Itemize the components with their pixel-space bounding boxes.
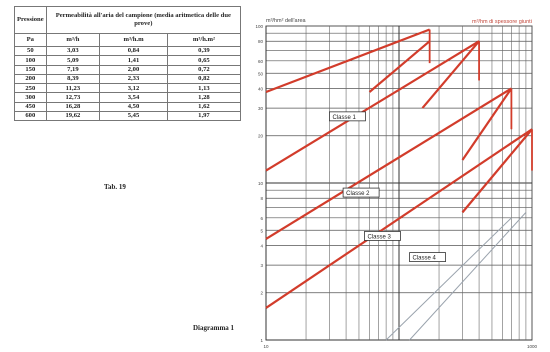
diagram-label: Diagramma 1 [193, 324, 235, 332]
y-tick-label: 60 [258, 59, 264, 64]
series-labels: Classe 1 Classe 2 Classe 3 Classe 4 [329, 111, 446, 262]
table-cell: 600 [14, 111, 47, 122]
header-pressione: Pressione [14, 6, 47, 34]
table-cell: 0,84 [99, 45, 168, 57]
table-cell: 3,03 [45, 45, 101, 57]
series-label: Classe 2 [346, 191, 370, 197]
series-line [368, 40, 431, 93]
table-cell: 4,50 [99, 101, 168, 113]
chart-title-left: m³/hm² dell'area [266, 18, 307, 24]
series-line [461, 87, 513, 161]
series-label: Classe 4 [413, 256, 437, 262]
table-cell: 19,62 [45, 111, 101, 122]
series-label: Classe 1 [332, 115, 356, 121]
table-cell: 300 [14, 92, 47, 103]
y-tick-label: 80 [258, 39, 264, 44]
table-row: 150 7,19 2,00 0,72 [14, 64, 242, 75]
table-row: 450 16,28 4,50 1,62 [14, 101, 242, 113]
table-row: 300 12,73 3,54 1,28 [14, 92, 242, 103]
series-line [461, 128, 533, 214]
y-tick-label: 50 [258, 71, 264, 76]
chart-grid [265, 25, 533, 341]
unit-m3hm: m³/h.m [99, 33, 168, 47]
y-tick-label: 8 [260, 196, 263, 201]
unit-m3h: m³/h [45, 33, 101, 47]
y-tick-label: 3 [260, 263, 263, 268]
table-cell: 7,19 [45, 64, 101, 75]
table-cell: 0,39 [166, 45, 242, 57]
series-line [265, 28, 431, 94]
table-cell: 1,62 [166, 101, 242, 113]
table-cell: 0,82 [166, 73, 242, 85]
permeability-chart: m³/hm² dell'area m³/hm di spessore giunt… [255, 18, 537, 349]
x-tick-label: 10 [263, 344, 269, 349]
y-tick-label: 40 [258, 86, 264, 91]
series-label-box [329, 111, 366, 122]
series-line [265, 87, 512, 240]
table-cell: 450 [14, 101, 47, 113]
table-cell: 5,09 [45, 55, 101, 66]
y-tick-label: 6 [260, 216, 263, 221]
y-tick-label: 5 [260, 228, 263, 233]
series-label-box [364, 231, 401, 241]
unit-m3hm2: m³/h.m² [166, 33, 242, 47]
y-tick-label: 10 [258, 181, 264, 186]
table-row: 200 8,39 2,33 0,82 [14, 73, 242, 85]
table-cell: 0,65 [166, 55, 242, 66]
y-tick-label: 2 [260, 291, 263, 296]
series-line [265, 128, 533, 309]
y-tick-label: 100 [255, 24, 263, 29]
unit-pa: Pa [14, 33, 47, 47]
permeability-table-container: Pressione Permeabilità all'aria del camp… [14, 6, 242, 122]
series-line [421, 40, 480, 109]
table-cell: 12,73 [45, 92, 101, 103]
table-cell: 1,28 [166, 92, 242, 103]
table-cell: 250 [14, 83, 47, 94]
table-cell: 5,45 [99, 111, 168, 122]
table-row: 100 5,09 1,41 0,65 [14, 55, 242, 66]
table-row: 250 11,23 3,12 1,13 [14, 83, 242, 94]
chart-title-right: m³/hm di spessore giunti [472, 19, 532, 25]
table-cell: 0,72 [166, 64, 242, 75]
x-tick-label: 1000 [527, 344, 538, 349]
table-cell: 16,28 [45, 101, 101, 113]
chart-lines [265, 28, 533, 341]
table-cell: 2,33 [99, 73, 168, 85]
table-cell: 150 [14, 64, 47, 75]
table-cell: 200 [14, 73, 47, 85]
series-label: Classe 3 [367, 234, 391, 240]
y-tick-label: 20 [258, 134, 264, 139]
series-line [265, 40, 480, 172]
y-tick-label: 4 [260, 243, 263, 248]
table-cell: 1,97 [166, 111, 242, 122]
permeability-table: Pressione Permeabilità all'aria del camp… [14, 6, 242, 122]
y-tick-label: 1 [260, 338, 263, 343]
table-cell: 50 [14, 45, 47, 57]
series-label-box [409, 252, 446, 262]
table-row: 50 3,03 0,84 0,39 [14, 45, 242, 57]
table-cell: 3,12 [99, 83, 168, 94]
table-cell: 11,23 [45, 83, 101, 94]
y-tick-label: 30 [258, 106, 264, 111]
gray-line [409, 212, 527, 341]
gray-line [385, 217, 512, 341]
table-cell: 3,54 [99, 92, 168, 103]
table-cell: 2,00 [99, 64, 168, 75]
table-cell: 1,41 [99, 55, 168, 66]
table-caption: Tab. 19 [104, 183, 126, 191]
header-permeabilita: Permeabilità all'aria del campione (medi… [45, 6, 242, 34]
table-cell: 1,13 [166, 83, 242, 94]
table-cell: 100 [14, 55, 47, 66]
table-row: 600 19,62 5,45 1,97 [14, 111, 242, 122]
table-cell: 8,39 [45, 73, 101, 85]
series-label-box [342, 187, 380, 198]
